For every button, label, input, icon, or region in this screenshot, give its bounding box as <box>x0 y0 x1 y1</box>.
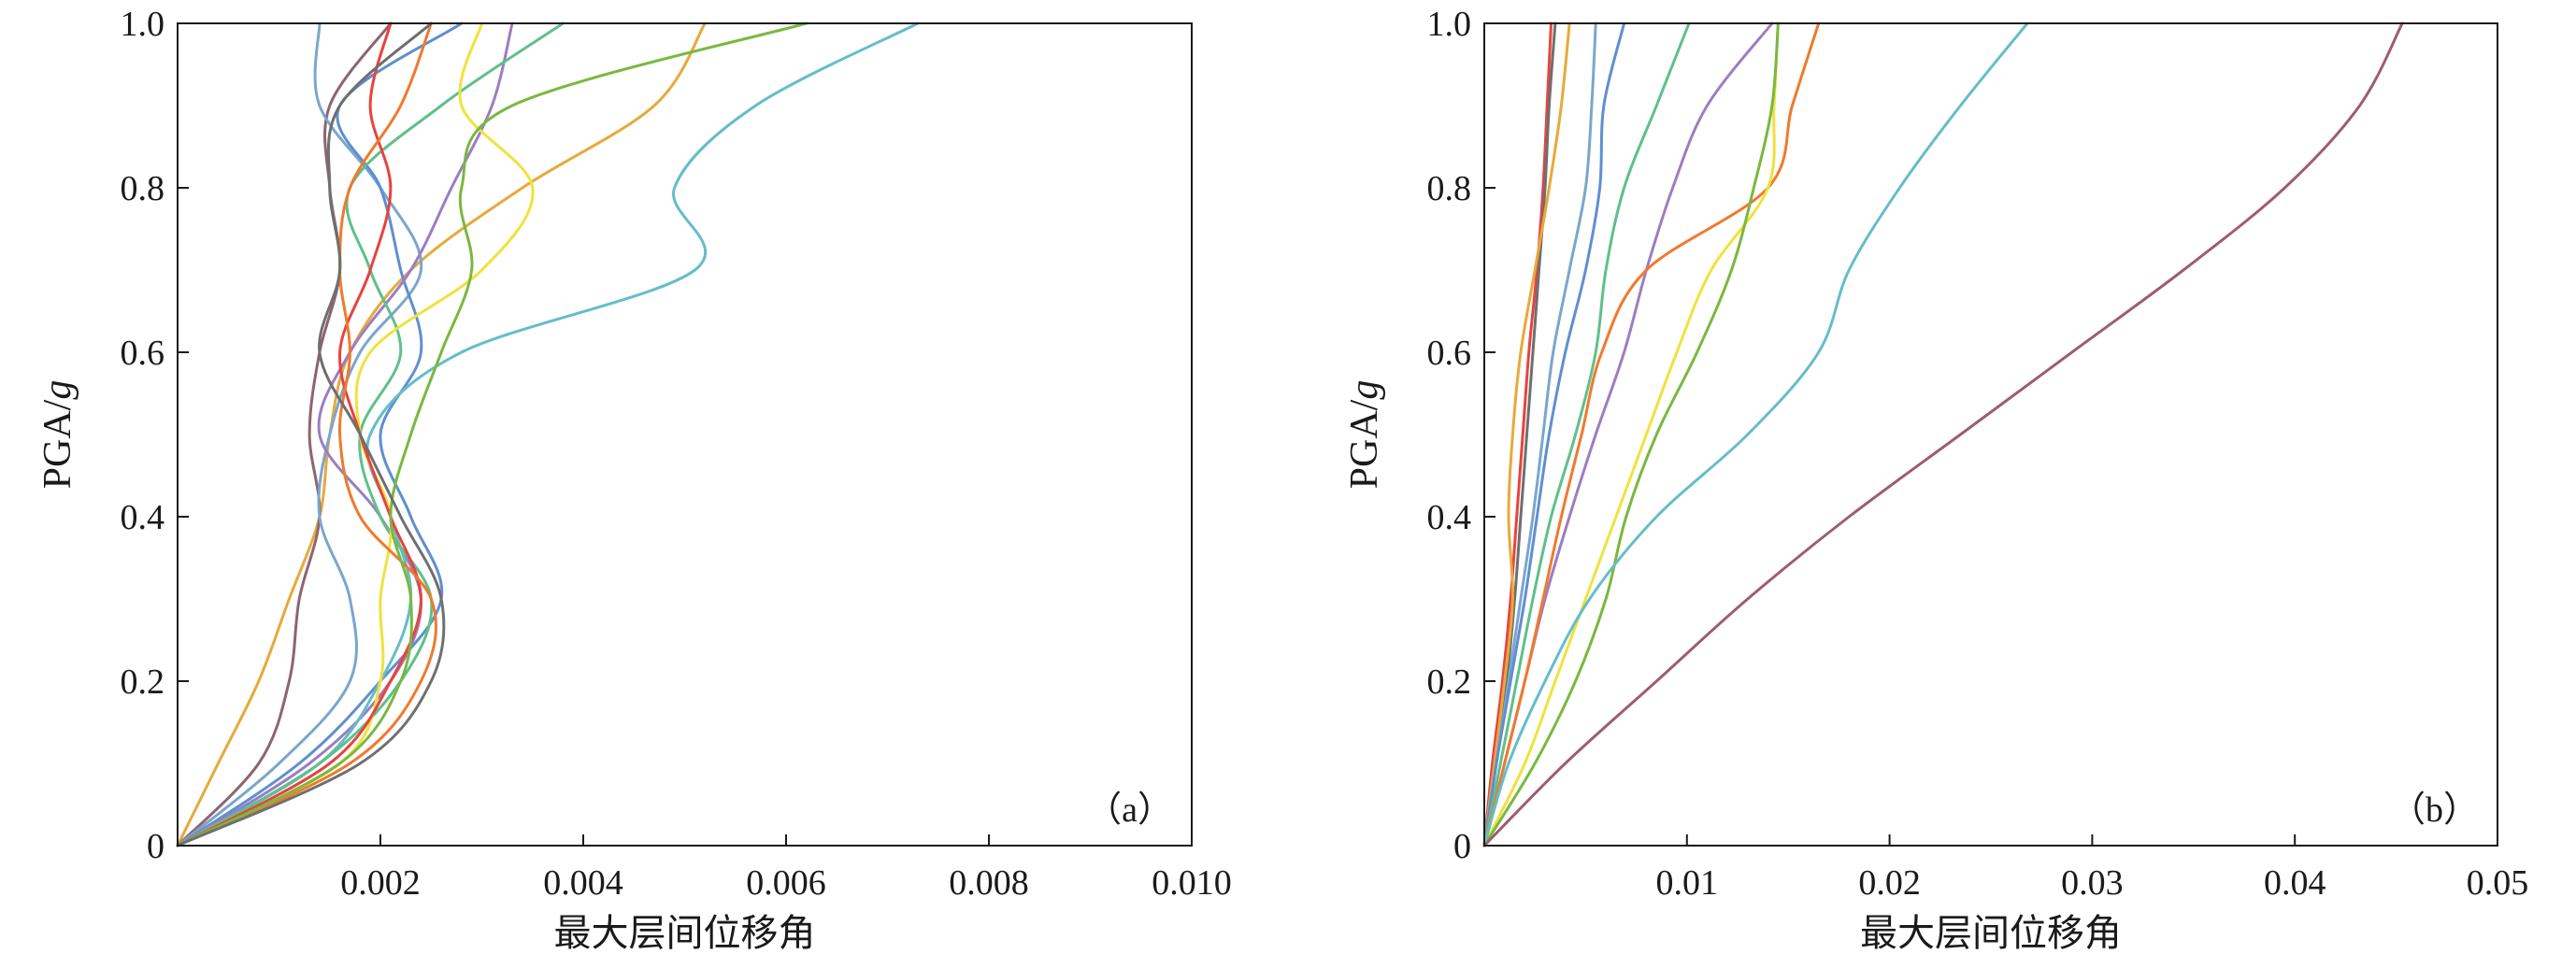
x-tick-label: 0.002 <box>340 863 421 903</box>
panel-a: 0 0.2 0.4 0.6 0.8 1.0 0.002 0.004 0.006 0.008 0.01… <box>36 5 1232 954</box>
panel-label: （a） <box>1086 790 1173 830</box>
series-line-11 <box>1482 21 2029 847</box>
plot-frame <box>177 22 1193 847</box>
series-line-6 <box>1482 21 1691 847</box>
x-tick-label: 0.03 <box>2061 863 2124 903</box>
series-line-9 <box>176 21 422 847</box>
series-group <box>1482 21 2404 847</box>
y-tick-label: 0.4 <box>1427 498 1472 537</box>
y-axis-label: PGA/g <box>1343 380 1386 490</box>
x-tick-label: 0.008 <box>949 863 1029 903</box>
plot-frame <box>1483 22 2498 847</box>
series-line-3 <box>1482 21 1571 847</box>
x-axis-label: 最大层间位移角 <box>554 912 816 954</box>
series-line-11 <box>176 21 809 847</box>
series-line-1 <box>176 21 707 847</box>
series-line-1 <box>1482 21 1553 847</box>
y-tick-label: 0.6 <box>1427 334 1472 373</box>
x-tick-label: 0.004 <box>543 863 623 903</box>
x-axis-label: 最大层间位移角 <box>1860 912 2122 954</box>
y-axis-label-main: PGA/ <box>36 399 79 489</box>
x-tick-label: 0.01 <box>1656 863 1719 903</box>
panel-label: （b） <box>2390 790 2479 830</box>
x-tick-label: 0.006 <box>746 863 826 903</box>
series-line-12 <box>176 21 446 847</box>
x-tick-label: 0.010 <box>1152 863 1232 903</box>
y-axis-label-unit: g <box>36 380 79 400</box>
y-tick-label: 0 <box>1453 827 1471 866</box>
series-group <box>176 21 920 847</box>
series-line-12 <box>1482 21 2404 847</box>
y-tick-label: 1.0 <box>121 5 165 44</box>
y-tick-label: 0.6 <box>121 334 165 373</box>
y-axis-label-main: PGA/ <box>1343 399 1386 489</box>
series-line-4 <box>176 21 464 847</box>
y-axis-label: PGA/g <box>36 380 79 490</box>
y-tick-label: 0.4 <box>121 498 165 537</box>
y-tick-label: 0.2 <box>121 662 165 702</box>
y-tick-label: 0.8 <box>1427 169 1472 208</box>
y-tick-label: 0.2 <box>1427 662 1472 702</box>
series-line-6 <box>176 21 920 847</box>
y-tick-label: 0.8 <box>121 169 165 208</box>
series-line-2 <box>1482 21 1557 847</box>
y-tick-label: 0 <box>147 827 165 866</box>
x-tick-label: 0.05 <box>2467 863 2529 903</box>
series-line-5 <box>176 21 514 847</box>
series-line-3 <box>176 21 423 847</box>
x-tick-label: 0.04 <box>2264 863 2326 903</box>
series-line-8 <box>1482 21 1821 847</box>
panel-b: 0 0.2 0.4 0.6 0.8 1.0 0.01 0.02 0.03 0.04 0.05 最大层间… <box>1343 5 2528 954</box>
series-line-5 <box>1482 21 1626 847</box>
series-line-10 <box>176 21 437 847</box>
y-axis-label-unit: g <box>1343 380 1386 400</box>
series-line-10 <box>1482 21 1780 847</box>
y-tick-label: 1.0 <box>1427 5 1472 44</box>
series-line-9 <box>1482 21 1780 847</box>
x-tick-label: 0.02 <box>1858 863 1921 903</box>
series-line-2 <box>176 21 393 847</box>
